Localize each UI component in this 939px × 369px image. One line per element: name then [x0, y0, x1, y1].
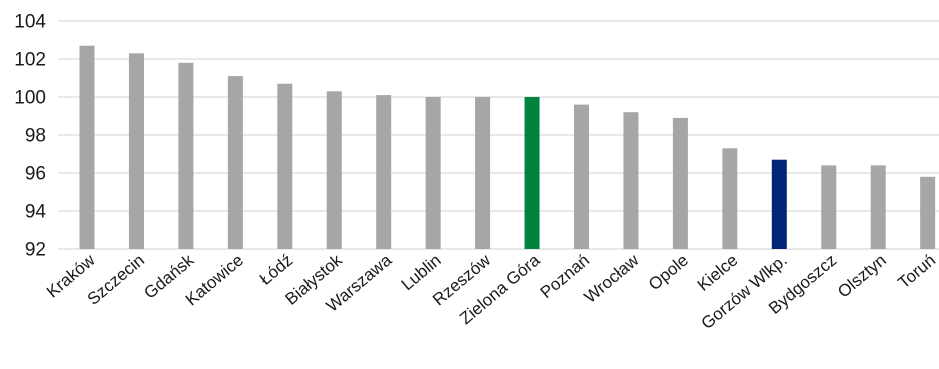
- bar-9: [524, 97, 540, 249]
- x-tick-label: Opole: [645, 251, 692, 295]
- bar-15: [821, 165, 837, 249]
- gridlines: [58, 20, 939, 250]
- x-tick-label: Gorzów Wlkp.: [698, 251, 791, 334]
- bar-7: [425, 97, 441, 249]
- bar-13: [722, 148, 738, 249]
- bars: [79, 45, 936, 250]
- x-tick-label: Wrocław: [581, 250, 643, 307]
- bar-2: [178, 62, 194, 249]
- bar-16: [870, 165, 886, 249]
- x-tick-label: Olsztyn: [834, 251, 890, 302]
- y-tick-label: 102: [14, 50, 46, 71]
- bar-12: [672, 117, 688, 250]
- bar-14: [771, 159, 787, 249]
- bar-0: [79, 45, 95, 250]
- bar-10: [574, 104, 589, 249]
- bar-3: [227, 76, 243, 249]
- y-tick-label: 92: [25, 240, 46, 261]
- y-tick-label: 96: [25, 164, 46, 185]
- bar-11: [623, 112, 639, 249]
- bar-1: [128, 53, 144, 249]
- y-tick-label: 94: [25, 202, 47, 223]
- bar-6: [376, 95, 392, 249]
- x-tick-label: Toruń: [894, 251, 939, 293]
- y-tick-label: 98: [25, 126, 46, 147]
- bar-8: [475, 97, 491, 249]
- y-axis-ticks: 92 94 96 98 100 102 104: [14, 12, 46, 261]
- y-tick-label: 104: [14, 12, 46, 33]
- bar-4: [277, 83, 293, 249]
- y-tick-label: 100: [14, 88, 46, 109]
- bar-17: [920, 176, 936, 249]
- bar-5: [326, 91, 342, 249]
- x-tick-label: Łódź: [256, 251, 296, 289]
